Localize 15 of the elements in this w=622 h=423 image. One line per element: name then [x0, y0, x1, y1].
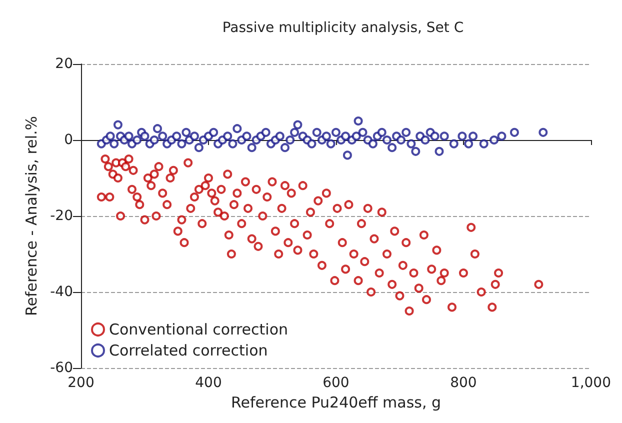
legend-label: Conventional correction [109, 320, 288, 338]
y-tick-label: -60 [50, 360, 73, 376]
x-tick-label: 400 [195, 375, 222, 391]
x-tick-label: 1,000 [570, 375, 612, 391]
x-tick-label: 600 [322, 375, 350, 391]
legend-label: Correlated correction [109, 342, 268, 360]
y-tick-label: 0 [64, 132, 73, 148]
x-tick-label: 800 [450, 375, 477, 391]
y-tick-label: -20 [50, 208, 73, 224]
x-tick-label: 200 [68, 375, 94, 391]
chart-title: Passive multiplicity analysis, Set C [222, 20, 464, 36]
y-axis-title: Reference - Analysis, rel.% [22, 116, 41, 316]
x-axis-title: Reference Pu240eff mass, g [230, 393, 442, 412]
y-tick-label: 20 [55, 56, 73, 72]
y-tick-label: -40 [50, 284, 73, 300]
